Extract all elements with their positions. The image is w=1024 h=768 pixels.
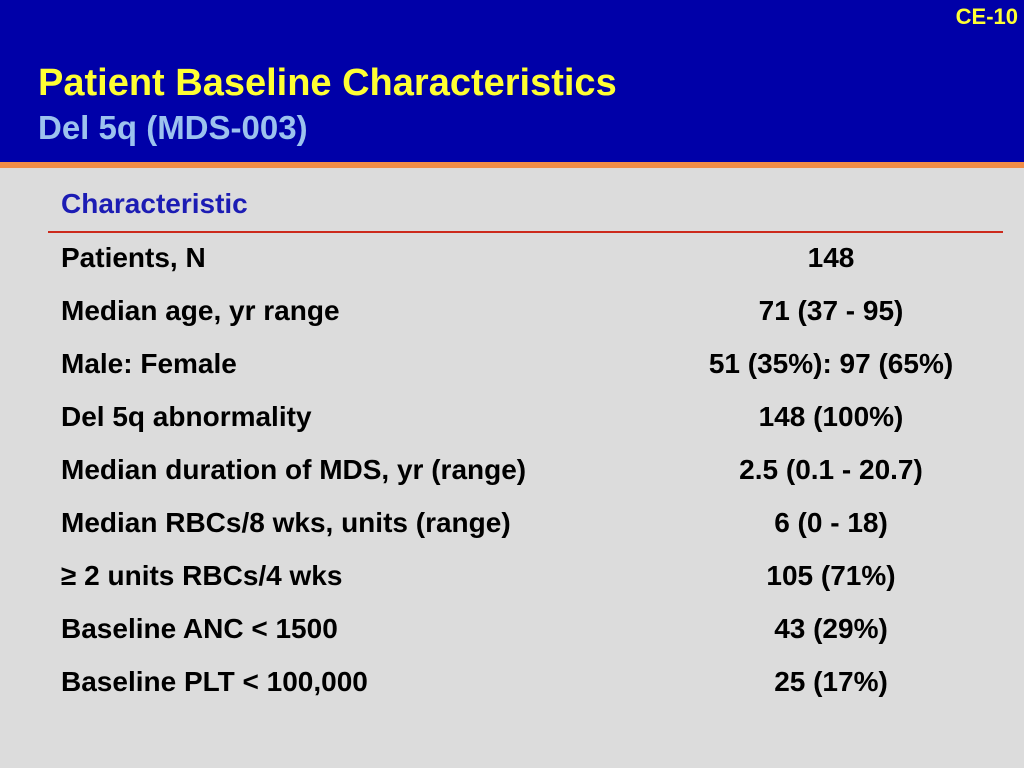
table-row: Baseline ANC < 1500 43 (29%) xyxy=(61,604,1001,657)
column-header-characteristic: Characteristic xyxy=(61,188,248,219)
row-label: Median age, yr range xyxy=(61,295,340,326)
row-value: 148 (100%) xyxy=(758,401,904,432)
slide-subtitle: Del 5q (MDS-003) xyxy=(38,109,308,146)
header-divider xyxy=(48,231,1003,233)
row-label: Baseline PLT < 100,000 xyxy=(61,666,368,697)
row-label: Del 5q abnormality xyxy=(61,401,312,432)
row-label: Median duration of MDS, yr (range) xyxy=(61,454,527,485)
row-label: Patients, N xyxy=(61,242,206,273)
characteristics-table: Patients, N 148 Median age, yr range 71 … xyxy=(61,233,1001,710)
row-value: 148 xyxy=(807,242,855,273)
row-value: 43 (29%) xyxy=(774,613,888,644)
table-row: ≥ 2 units RBCs/4 wks 105 (71%) xyxy=(61,551,1001,604)
table-row: Median duration of MDS, yr (range) 2.5 (… xyxy=(61,445,1001,498)
table-row: Del 5q abnormality 148 (100%) xyxy=(61,392,1001,445)
row-label: Male: Female xyxy=(61,348,237,379)
table-row: Male: Female 51 (35%): 97 (65%) xyxy=(61,339,1001,392)
row-value: 6 (0 - 18) xyxy=(774,507,888,538)
row-value: 25 (17%) xyxy=(774,666,888,697)
row-label: Baseline ANC < 1500 xyxy=(61,613,338,644)
slide-header: CE-10 Patient Baseline Characteristics D… xyxy=(0,0,1024,168)
table-row: Median age, yr range 71 (37 - 95) xyxy=(61,286,1001,339)
table-row: Patients, N 148 xyxy=(61,233,1001,286)
row-value: 71 (37 - 95) xyxy=(758,295,904,326)
row-label: ≥ 2 units RBCs/4 wks xyxy=(61,560,343,591)
row-label: Median RBCs/8 wks, units (range) xyxy=(61,507,511,538)
table-row: Median RBCs/8 wks, units (range) 6 (0 - … xyxy=(61,498,1001,551)
table-row: Baseline PLT < 100,000 25 (17%) xyxy=(61,657,1001,710)
slide-code: CE-10 xyxy=(955,4,1018,29)
slide-title: Patient Baseline Characteristics xyxy=(38,62,617,104)
row-value: 51 (35%): 97 (65%) xyxy=(708,348,954,379)
row-value: 105 (71%) xyxy=(766,560,896,591)
row-value: 2.5 (0.1 - 20.7) xyxy=(739,454,923,485)
